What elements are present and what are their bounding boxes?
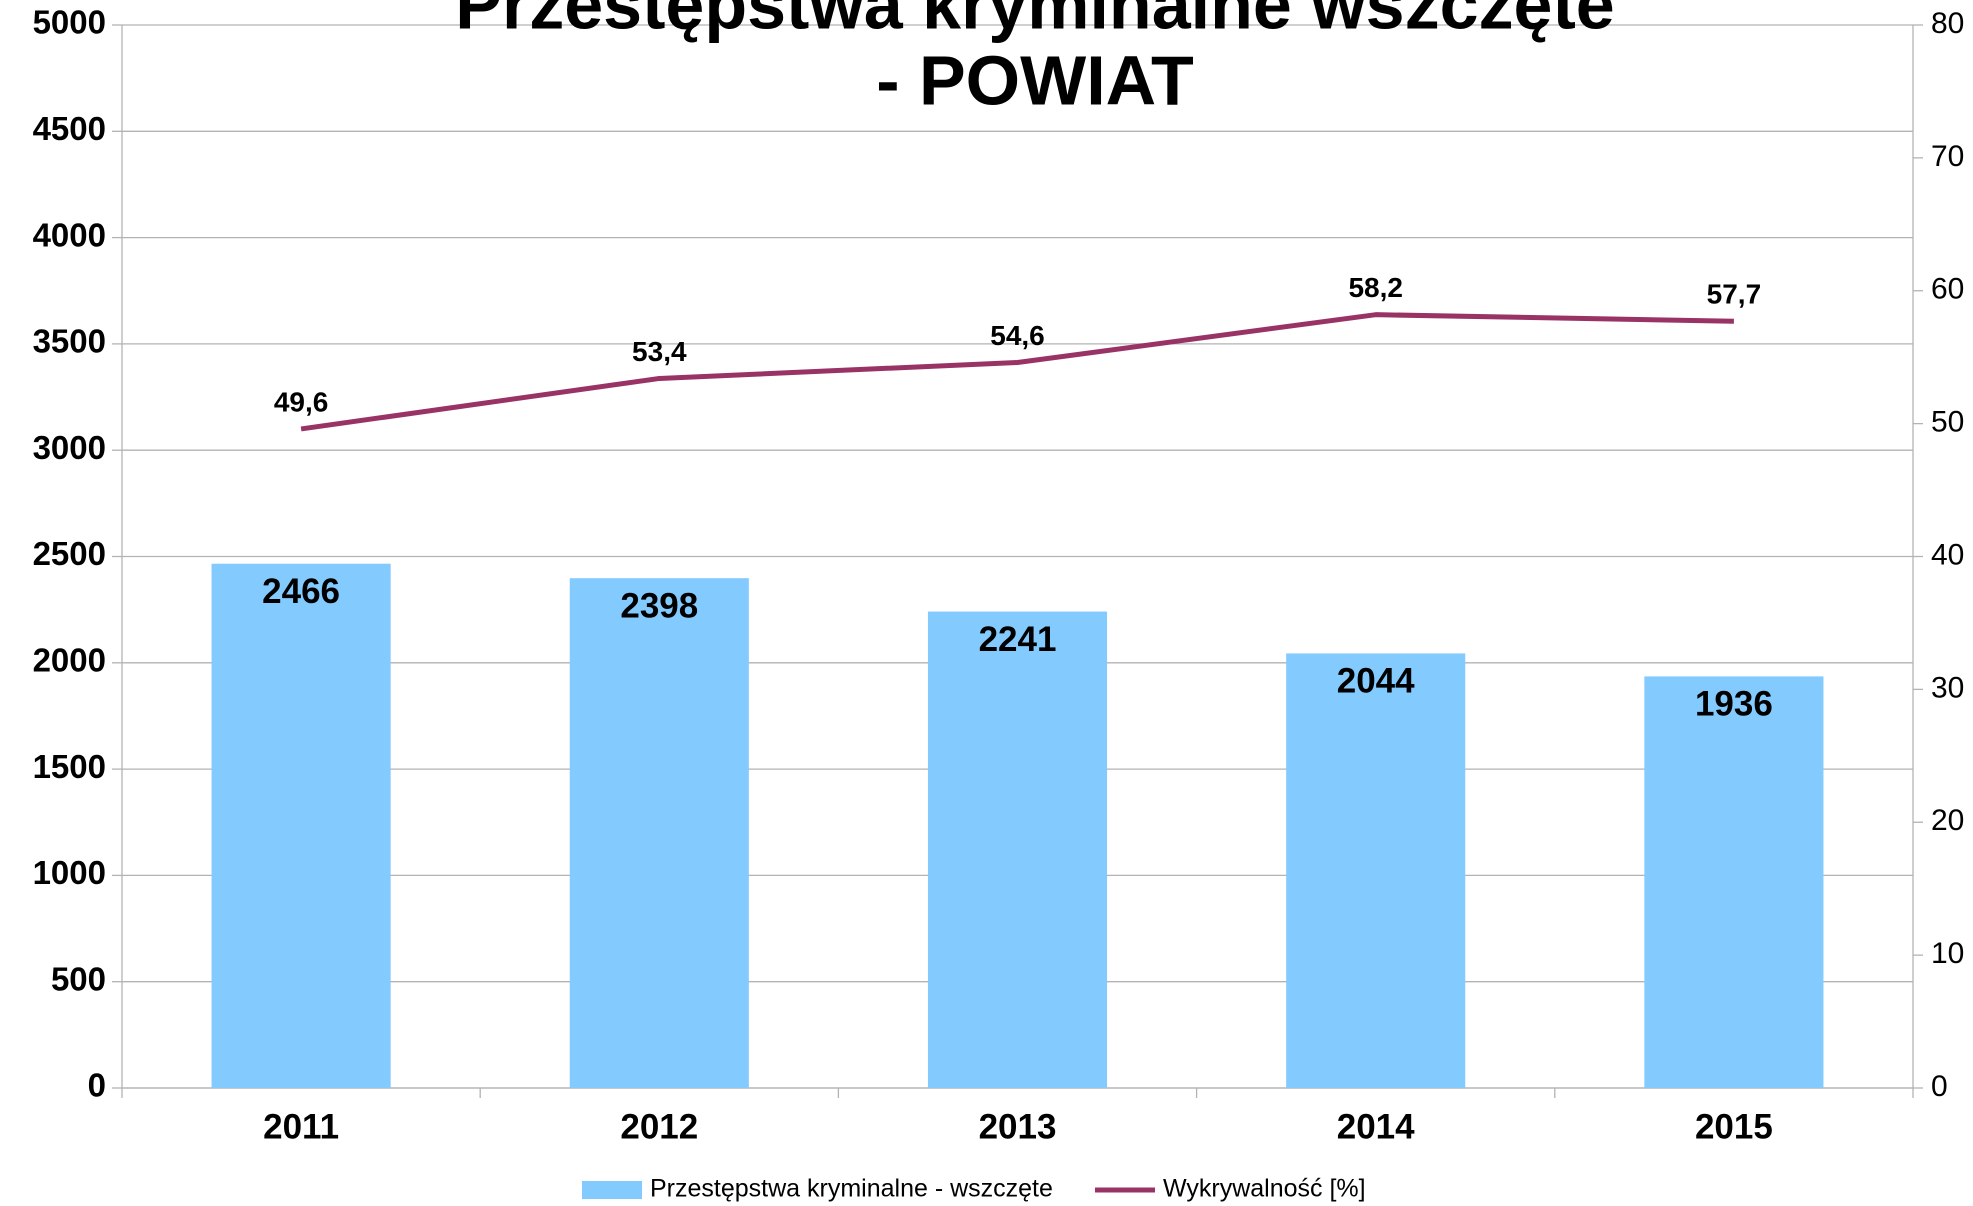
legend-swatch [582, 1181, 642, 1199]
line-value-label: 58,2 [1348, 272, 1403, 303]
bar-value-label: 2044 [1337, 662, 1415, 701]
y-tick-label: 500 [51, 960, 106, 997]
line [300, 312, 1734, 432]
bar-value-label: 2398 [620, 586, 698, 625]
x-tick-label: 2011 [263, 1107, 339, 1146]
legend-label: Przestępstwa kryminalne - wszczęte [650, 1175, 1053, 1203]
y-tick-label: 2500 [33, 535, 106, 572]
y-tick-label: 5000 [33, 4, 106, 41]
bar-value-label: 1936 [1695, 685, 1773, 724]
y2-tick-label: 0 [1931, 1070, 1948, 1103]
y-tick-label: 4500 [33, 110, 106, 147]
chart-title: Przestępstwa kryminalne wszczęte [455, 0, 1614, 43]
y2-tick-label: 70 [1931, 140, 1964, 173]
y-tick-label: 3000 [33, 429, 106, 466]
legend-label: Wykrywalność [%] [1163, 1175, 1366, 1203]
bar [1286, 653, 1466, 1088]
bar [211, 563, 391, 1088]
y2-tick-label: 80 [1931, 7, 1964, 40]
y2-tick-label: 10 [1931, 937, 1964, 970]
y2-tick-label: 40 [1931, 538, 1964, 571]
y2-tick-label: 60 [1931, 273, 1964, 306]
y2-tick-label: 50 [1931, 406, 1964, 439]
x-tick-label: 2013 [979, 1107, 1057, 1146]
y2-tick-label: 20 [1931, 804, 1964, 837]
y-tick-label: 1500 [33, 748, 106, 785]
y-tick-label: 1000 [33, 854, 106, 891]
chart-title: - POWIAT [876, 41, 1194, 119]
bar [927, 611, 1108, 1088]
x-tick-label: 2012 [620, 1107, 698, 1146]
bar-value-label: 2241 [979, 620, 1057, 659]
x-tick-label: 2015 [1695, 1107, 1773, 1146]
bar-value-label: 2466 [262, 572, 340, 611]
y-tick-label: 2000 [33, 642, 106, 679]
bar [569, 578, 749, 1088]
line-value-label: 53,4 [632, 336, 687, 367]
line-value-label: 49,6 [274, 386, 329, 417]
y-tick-label: 0 [88, 1067, 106, 1104]
y-tick-label: 4000 [33, 216, 106, 253]
line-value-label: 54,6 [990, 320, 1045, 351]
x-tick-label: 2014 [1337, 1107, 1415, 1146]
y2-tick-label: 30 [1931, 671, 1964, 704]
y-tick-label: 3500 [33, 323, 106, 360]
bar [1644, 676, 1824, 1088]
line-value-label: 57,7 [1707, 279, 1762, 310]
